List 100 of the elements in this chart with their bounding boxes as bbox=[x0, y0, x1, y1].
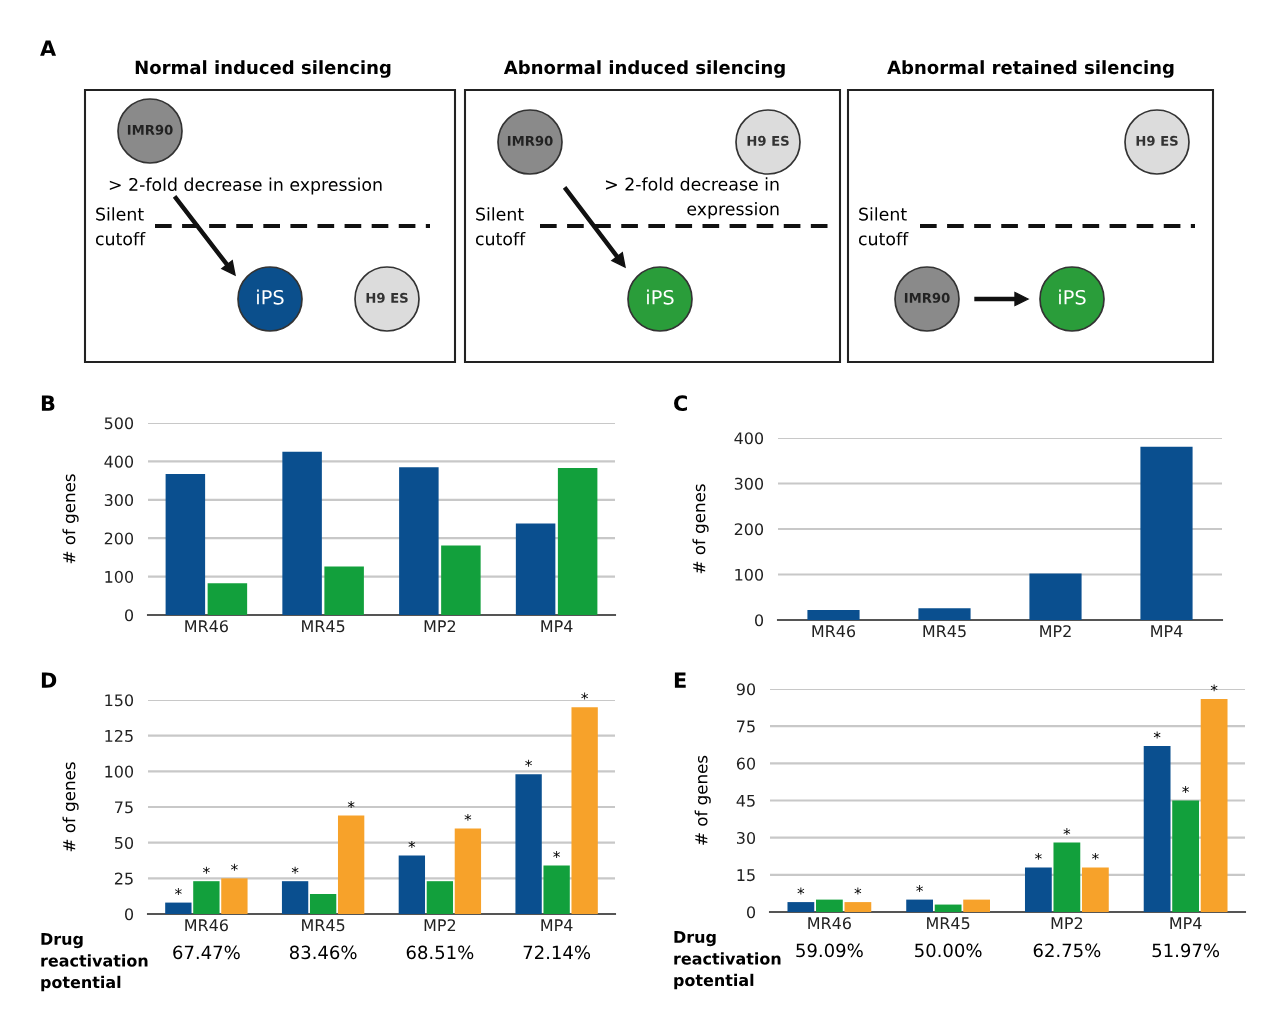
data-label: * bbox=[231, 863, 238, 871]
text: IMR90 bbox=[507, 135, 553, 146]
x-tick-label: MP2 bbox=[1051, 917, 1083, 929]
y-axis-title: # of genes bbox=[62, 762, 79, 852]
y-tick-label: 200 bbox=[734, 523, 764, 536]
text: H9 ES bbox=[747, 135, 789, 146]
text: Silent cutoff bbox=[95, 207, 146, 246]
y-tick-label: 0 bbox=[125, 609, 134, 622]
x-tick-label: MR46 bbox=[185, 620, 228, 633]
x-tick-label: MR45 bbox=[302, 620, 345, 633]
y-tick-label: 300 bbox=[104, 494, 134, 507]
y-tick-label: 30 bbox=[737, 831, 756, 844]
bar bbox=[1024, 867, 1052, 912]
text: 72.14% bbox=[523, 945, 591, 960]
y-tick-label: 0 bbox=[747, 906, 756, 919]
bar bbox=[557, 467, 598, 615]
bar bbox=[515, 523, 556, 615]
text: Silent cutoff bbox=[858, 207, 909, 246]
data-label: * bbox=[581, 692, 589, 700]
y-tick-label: 50 bbox=[115, 836, 134, 849]
x-tick-label: MP2 bbox=[1040, 625, 1071, 637]
text: > 2-fold decrease in expression bbox=[109, 177, 382, 195]
text: 51.97% bbox=[1152, 943, 1220, 958]
bar bbox=[324, 566, 364, 615]
x-tick-label: MR46 bbox=[808, 917, 851, 930]
bar bbox=[918, 608, 971, 620]
text: 83.46% bbox=[289, 945, 357, 960]
y-tick-label: 300 bbox=[734, 477, 764, 490]
y-tick-label: 0 bbox=[755, 614, 764, 627]
chart-title: D bbox=[41, 672, 57, 688]
text: Normal induced silencing bbox=[135, 60, 391, 78]
data-label: * bbox=[347, 801, 355, 809]
chart-title: C bbox=[674, 395, 687, 412]
y-tick-label: 150 bbox=[105, 694, 134, 707]
bar bbox=[337, 815, 365, 914]
y-tick-label: 100 bbox=[735, 568, 764, 581]
y-tick-label: 45 bbox=[736, 794, 755, 807]
bar bbox=[398, 855, 426, 914]
data-label: * bbox=[1063, 828, 1071, 836]
data-label: * bbox=[408, 840, 416, 848]
data-label: * bbox=[1182, 785, 1189, 793]
text: A bbox=[40, 40, 57, 56]
text: 50.00% bbox=[915, 943, 982, 958]
text: H9 ES bbox=[366, 292, 408, 303]
text: IMR90 bbox=[904, 292, 950, 303]
bar bbox=[815, 899, 843, 912]
data-label: * bbox=[174, 888, 182, 896]
text: Drug reactivation potential bbox=[674, 931, 781, 990]
y-tick-label: 75 bbox=[737, 720, 755, 733]
data-label: * bbox=[1092, 852, 1099, 860]
data-label: * bbox=[291, 866, 299, 874]
text: > 2-fold decrease in expression bbox=[605, 177, 779, 219]
text: iPS bbox=[647, 289, 674, 305]
bar bbox=[1081, 867, 1109, 912]
y-tick-label: 500 bbox=[104, 417, 134, 430]
bar bbox=[454, 828, 482, 914]
bar bbox=[221, 878, 248, 914]
x-tick-label: MP4 bbox=[1170, 917, 1202, 929]
y-axis-title: # of genes bbox=[694, 755, 711, 845]
y-tick-label: 100 bbox=[105, 765, 134, 778]
data-label: * bbox=[1153, 731, 1161, 739]
bar bbox=[787, 902, 815, 912]
y-tick-label: 400 bbox=[734, 432, 764, 445]
text: 59.09% bbox=[796, 943, 863, 958]
chart-title: B bbox=[41, 395, 55, 411]
x-tick-label: MP2 bbox=[424, 919, 456, 931]
bar bbox=[844, 902, 872, 912]
bar bbox=[441, 545, 481, 615]
y-tick-label: 25 bbox=[114, 872, 133, 885]
y-tick-label: 90 bbox=[736, 683, 756, 696]
data-label: * bbox=[916, 885, 923, 893]
text: Abnormal retained silencing bbox=[887, 60, 1174, 78]
data-label: * bbox=[1210, 684, 1218, 692]
bar bbox=[1143, 745, 1171, 912]
data-label: * bbox=[525, 759, 532, 767]
bar bbox=[1140, 446, 1193, 620]
bar bbox=[426, 881, 454, 914]
bar bbox=[543, 865, 570, 914]
y-tick-label: 200 bbox=[104, 532, 134, 545]
text: 67.47% bbox=[173, 945, 240, 960]
text: iPS bbox=[257, 289, 284, 305]
chart-title: E bbox=[674, 672, 686, 688]
y-axis-title: # of genes bbox=[692, 484, 709, 574]
y-tick-label: 75 bbox=[115, 801, 133, 814]
text: H9 ES bbox=[1136, 135, 1178, 146]
x-tick-label: MP4 bbox=[541, 620, 573, 632]
x-tick-label: MP4 bbox=[541, 919, 573, 931]
bar bbox=[1053, 842, 1081, 912]
bar bbox=[571, 707, 598, 914]
data-label: * bbox=[464, 813, 472, 821]
y-tick-label: 60 bbox=[736, 757, 756, 770]
text: Silent cutoff bbox=[475, 207, 526, 246]
bar bbox=[934, 904, 962, 912]
bar bbox=[963, 899, 991, 912]
x-tick-label: MR46 bbox=[812, 625, 856, 638]
bar bbox=[906, 899, 934, 912]
x-tick-label: MP4 bbox=[1151, 625, 1183, 637]
data-label: * bbox=[797, 887, 805, 895]
y-tick-label: 0 bbox=[125, 908, 134, 921]
text: Drug reactivation potential bbox=[41, 933, 148, 992]
